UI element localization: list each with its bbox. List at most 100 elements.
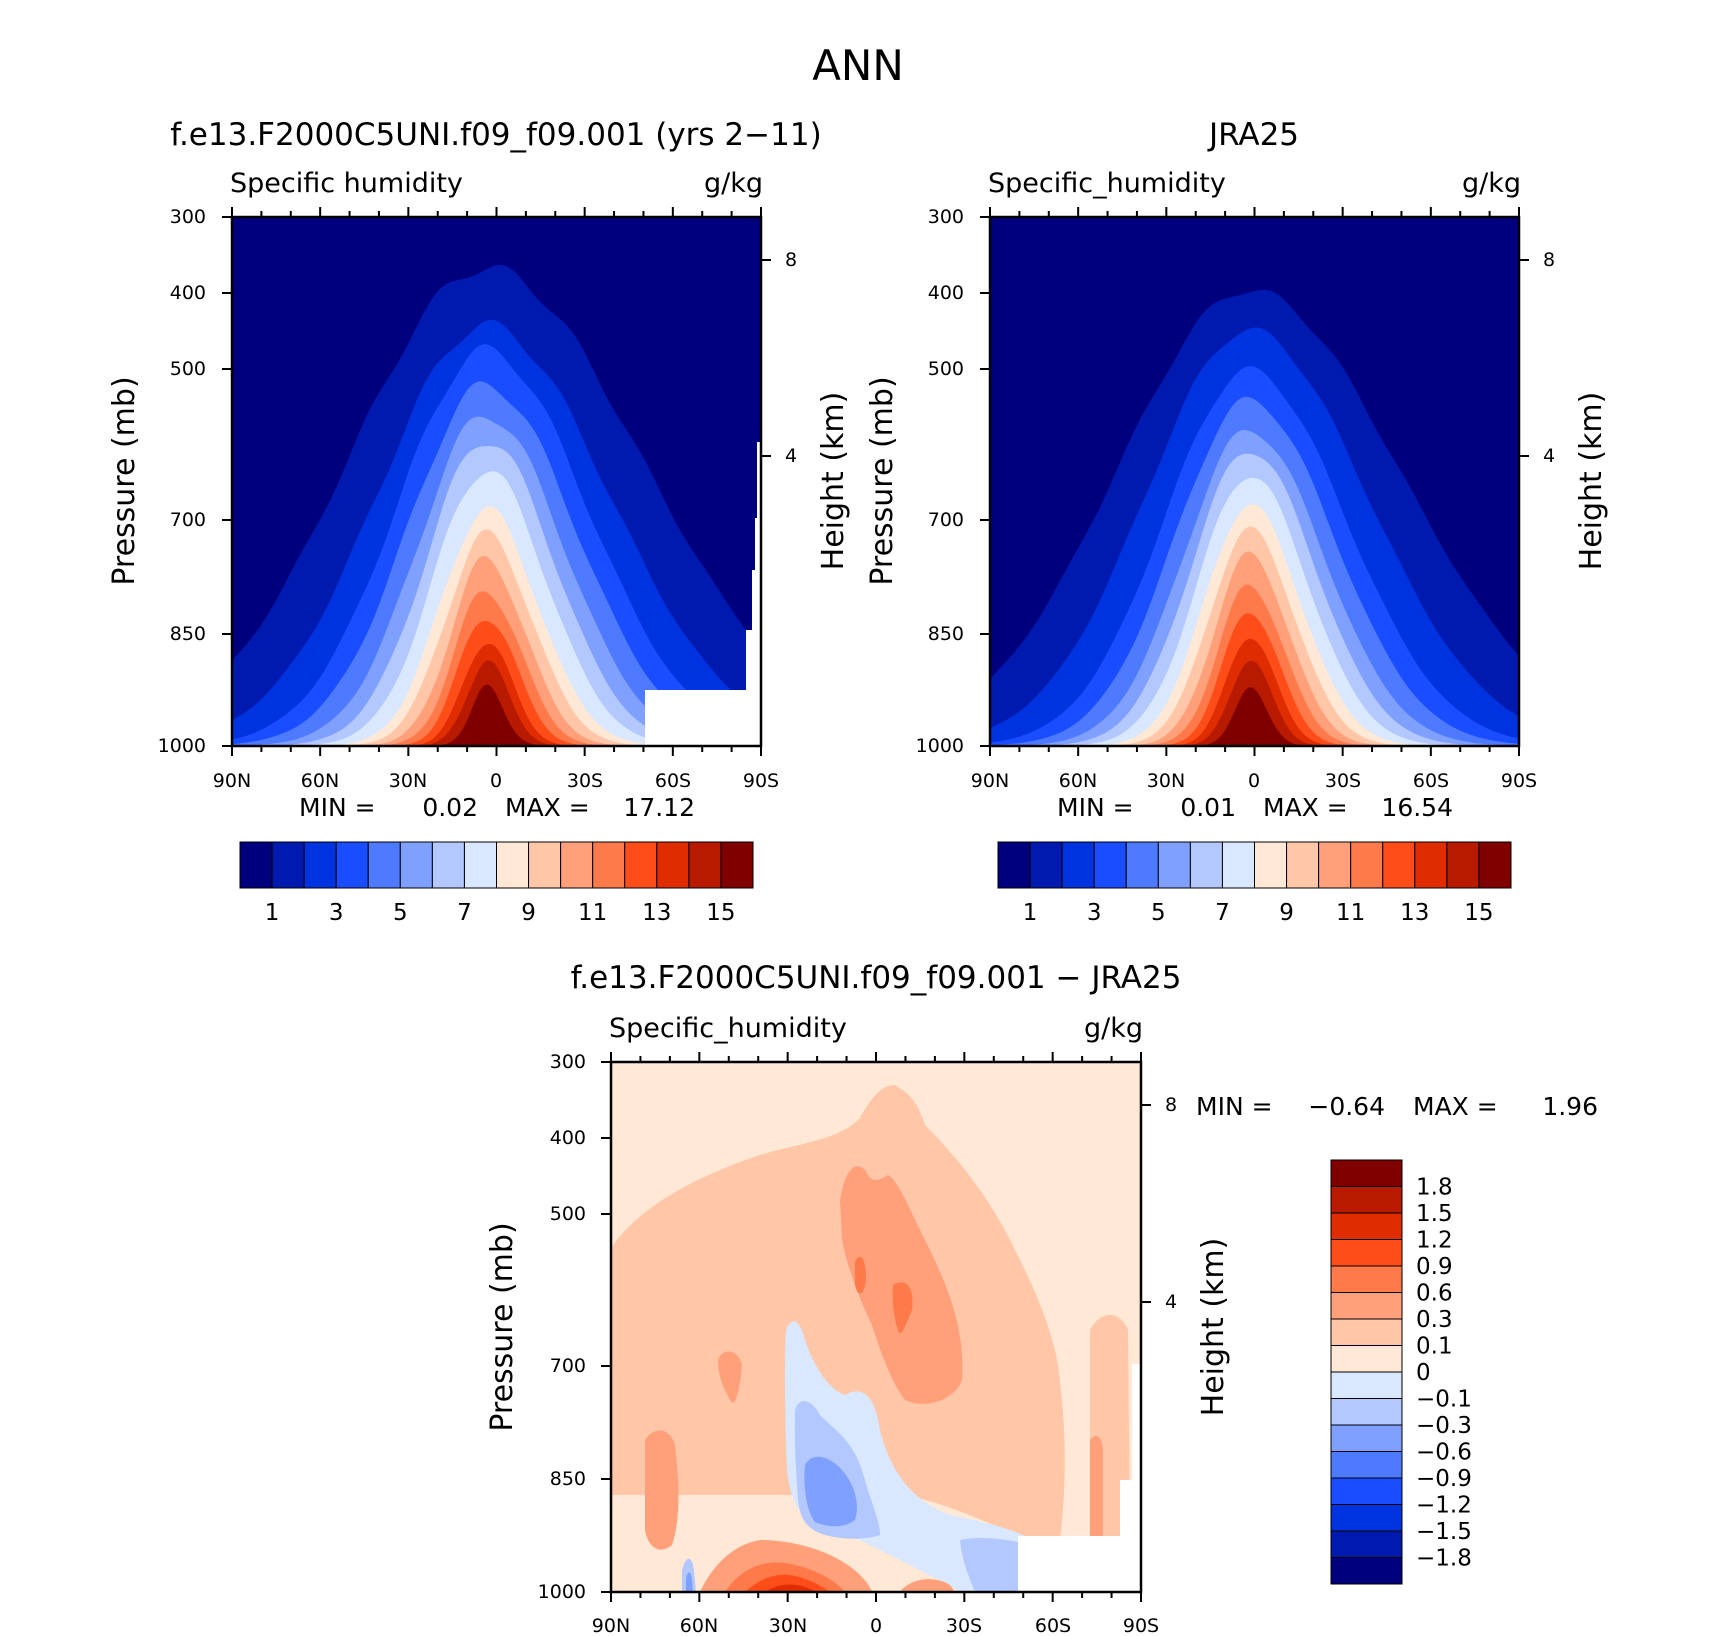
colorbar-label: −1.5: [1416, 1519, 1472, 1545]
colorbar-swatch: [720, 841, 754, 889]
colorbar-label: −0.9: [1416, 1466, 1472, 1492]
missing-data-region: [1018, 1364, 1141, 1592]
x-tick-label: 30N: [389, 770, 427, 792]
colorbar-swatch: [463, 841, 497, 889]
panel-obs-units: g/kg: [1462, 168, 1521, 199]
colorbar-swatch: [399, 841, 433, 889]
colorbar-swatch: [1330, 1398, 1403, 1426]
panel-model-yticklabels: 300 400 500 700 850 1000: [158, 206, 206, 757]
colorbar-label: 11: [578, 900, 607, 926]
x-tick-label: 30S: [1325, 770, 1361, 792]
colorbar-label: 15: [1464, 900, 1493, 926]
colorbar-swatch: [335, 841, 369, 889]
missing-data-region: [645, 442, 761, 746]
panel-model: f.e13.F2000C5UNI.f09_f09.001 (yrs 2−11) …: [107, 117, 851, 926]
y-tick-label: 300: [928, 206, 964, 228]
x-tick-label: 60N: [680, 1615, 718, 1636]
colorbar-swatch: [1254, 841, 1288, 889]
colorbar-swatch: [303, 841, 337, 889]
y-tick-label: 1000: [538, 1581, 586, 1603]
colorbar-swatch: [1330, 1424, 1403, 1452]
colorbar-label: 0.9: [1416, 1254, 1453, 1280]
panel-obs-ticks: [980, 207, 1529, 756]
panel-diff-ticks: [601, 1052, 1151, 1602]
colorbar-label: 9: [521, 900, 536, 926]
colorbar-swatch: [997, 841, 1031, 889]
colorbar-swatch: [1221, 841, 1255, 889]
panel-diff-colorbar: 1.81.51.20.90.60.30.10−0.1−0.3−0.6−0.9−1…: [1330, 1159, 1472, 1585]
x-tick-label: 0: [490, 770, 502, 792]
panel-obs-yticklabels-right: 8 4: [1543, 249, 1555, 467]
x-tick-label: 90N: [592, 1615, 630, 1636]
x-tick-label: 60S: [655, 770, 691, 792]
max-label: MAX =: [1413, 1092, 1498, 1121]
max-value: 16.54: [1381, 793, 1453, 822]
x-tick-label: 60S: [1413, 770, 1449, 792]
anomaly-region: [645, 1430, 679, 1550]
colorbar-swatch: [1330, 1159, 1403, 1187]
min-label: MIN =: [1057, 793, 1134, 822]
colorbar-swatch: [1330, 1371, 1403, 1399]
colorbar-swatch: [1029, 841, 1063, 889]
anomaly-region: [745, 1574, 830, 1592]
colorbar-label: 1.8: [1416, 1175, 1453, 1201]
colorbar-swatch: [1330, 1345, 1403, 1373]
y-right-tick-label: 4: [785, 445, 797, 467]
colorbar-swatch: [1157, 841, 1191, 889]
colorbar-swatch: [1330, 1265, 1403, 1293]
panel-model-title: f.e13.F2000C5UNI.f09_f09.001 (yrs 2−11): [170, 117, 821, 153]
x-tick-label: 60N: [1059, 770, 1097, 792]
colorbar-swatch: [1382, 841, 1416, 889]
colorbar-swatch: [592, 841, 626, 889]
max-value: 1.96: [1542, 1092, 1598, 1121]
colorbar-swatch: [688, 841, 722, 889]
y-right-tick-label: 4: [1543, 445, 1555, 467]
max-value: 17.12: [623, 793, 695, 822]
min-value: 0.02: [422, 793, 478, 822]
y-tick-label: 1000: [158, 735, 206, 757]
y-tick-label: 500: [170, 358, 206, 380]
x-tick-label: 30N: [1147, 770, 1185, 792]
colorbar-label: 1: [1023, 900, 1038, 926]
x-tick-label: 90S: [1123, 1615, 1159, 1636]
field-contours: [990, 289, 1519, 746]
colorbar-label: −1.8: [1416, 1546, 1472, 1572]
min-label: MIN =: [299, 793, 376, 822]
colorbar-label: −1.2: [1416, 1493, 1472, 1519]
anomaly-region: [892, 1282, 913, 1334]
max-label: MAX =: [505, 793, 590, 822]
y-axis-label: Pressure (mb): [865, 376, 900, 585]
x-tick-label: 90S: [743, 770, 779, 792]
y-axis-label: Pressure (mb): [107, 376, 142, 585]
anomaly-region: [1090, 1435, 1103, 1540]
panel-diff-yticklabels: 300 400 500 700 850 1000: [538, 1051, 586, 1603]
x-tick-label: 0: [1248, 770, 1260, 792]
colorbar-swatch: [528, 841, 562, 889]
colorbar-label: 9: [1279, 900, 1294, 926]
x-tick-label: 90N: [971, 770, 1009, 792]
y-axis-label-right: Height (km): [1196, 1238, 1231, 1417]
anomaly-region: [611, 1085, 1065, 1540]
x-tick-label: 0: [870, 1615, 882, 1636]
colorbar-swatch: [1330, 1292, 1403, 1320]
y-axis-label-right: Height (km): [816, 392, 851, 571]
colorbar-swatch: [1189, 841, 1223, 889]
x-tick-label: 60S: [1035, 1615, 1071, 1636]
y-tick-label: 700: [550, 1355, 586, 1377]
colorbar-swatch: [1330, 1451, 1403, 1479]
colorbar-label: 11: [1336, 900, 1365, 926]
max-label: MAX =: [1263, 793, 1348, 822]
panel-model-units: g/kg: [704, 168, 763, 199]
y-tick-label: 300: [170, 206, 206, 228]
y-tick-label: 400: [170, 282, 206, 304]
x-tick-label: 30S: [567, 770, 603, 792]
colorbar-label: 0: [1416, 1360, 1431, 1386]
min-value: 0.01: [1180, 793, 1236, 822]
colorbar-swatch: [560, 841, 594, 889]
colorbar-swatch: [431, 841, 465, 889]
panel-obs-colorbar: 1 3 5 7 9 11 13 15: [997, 841, 1512, 926]
panel-diff-variable: Specific_humidity: [609, 1013, 847, 1044]
colorbar-swatch: [1125, 841, 1159, 889]
panel-model-yticklabels-right: 8 4: [785, 249, 797, 467]
